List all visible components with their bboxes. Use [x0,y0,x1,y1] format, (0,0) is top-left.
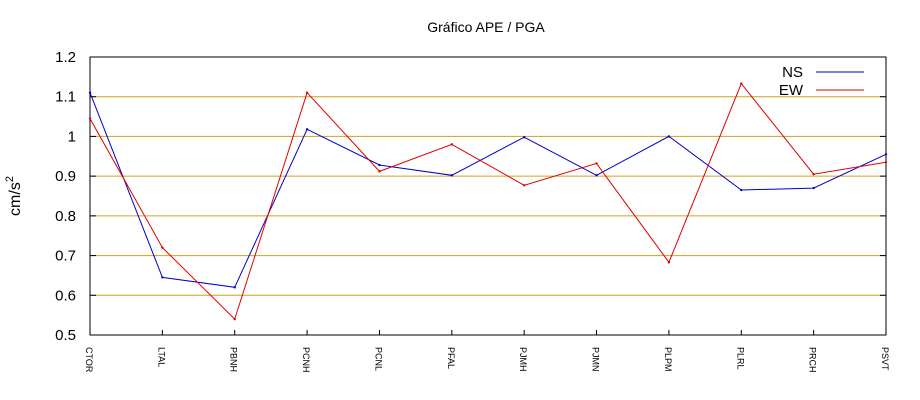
legend-label-ew: EW [779,82,804,99]
data-point-ew [884,161,888,164]
plot-frame [89,56,887,336]
data-point-ns [667,135,671,138]
y-tick-label: 1.1 [55,89,76,106]
data-point-ew [740,82,743,85]
x-tick-label: PFAL [446,347,456,369]
data-point-ew [233,317,236,321]
series-line-ew [89,82,887,321]
data-point-ew [812,172,815,176]
x-tick-label: PRCH [808,347,818,373]
x-tick-label: PCNL [373,347,383,371]
data-point-ew [667,261,671,264]
data-point-ew [88,117,92,120]
x-tick-label: PCNH [301,347,311,373]
data-point-ns [740,188,743,192]
data-point-ns [595,174,598,177]
x-tick-label: LTAL [156,347,166,367]
y-tick-label: 0.6 [55,287,76,304]
chart-title: Gráfico APE / PGA [427,19,545,35]
y-tick-label: 0.7 [55,248,76,265]
y-tick-label: 0.5 [55,327,76,344]
legend-label-ns: NS [782,64,803,81]
y-tick-label: 0.9 [55,168,76,185]
data-point-ew [305,91,309,94]
x-tick-label: PJMN [591,347,601,372]
y-tick-label: 1.2 [55,49,76,66]
data-point-ns [88,91,92,94]
data-point-ns [522,136,526,139]
data-point-ns [305,128,309,131]
x-axis-ticks: CTOR LTAL PBNH PCNH PCNL PFAL PJMH PJMN PLPM PLRL… [84,330,890,373]
data-point-ns [161,276,164,279]
grid-layer [90,96,886,296]
y-axis-label-unit: cm/s [7,182,24,216]
x-tick-label: CTOR [84,347,94,373]
series-layer [88,82,888,321]
y-axis-label-exponent: 2 [4,176,16,182]
data-point-ew [595,162,598,165]
data-point-ew [450,143,454,146]
x-tick-label: PLRL [735,347,745,370]
y-axis-ticks: 0.5 0.6 0.7 0.8 0.9 1 1.1 1.2 [55,49,886,344]
data-point-ew [522,184,526,187]
x-tick-label: PLPM [663,347,673,372]
x-tick-label: PJMH [518,347,528,372]
y-tick-label: 1 [68,128,76,145]
x-tick-label: PBNH [229,347,239,372]
data-point-ns [233,286,236,289]
data-point-ew [378,170,381,173]
y-axis-label: cm/s2 [4,176,24,216]
data-point-ew [161,246,164,249]
x-tick-label: PSVT [880,347,890,371]
series-line-ns [89,92,887,288]
y-tick-label: 0.8 [55,208,76,225]
data-point-ns [450,174,454,177]
data-point-ns [378,163,381,167]
data-point-ns [884,153,888,156]
data-point-ns [812,186,815,190]
